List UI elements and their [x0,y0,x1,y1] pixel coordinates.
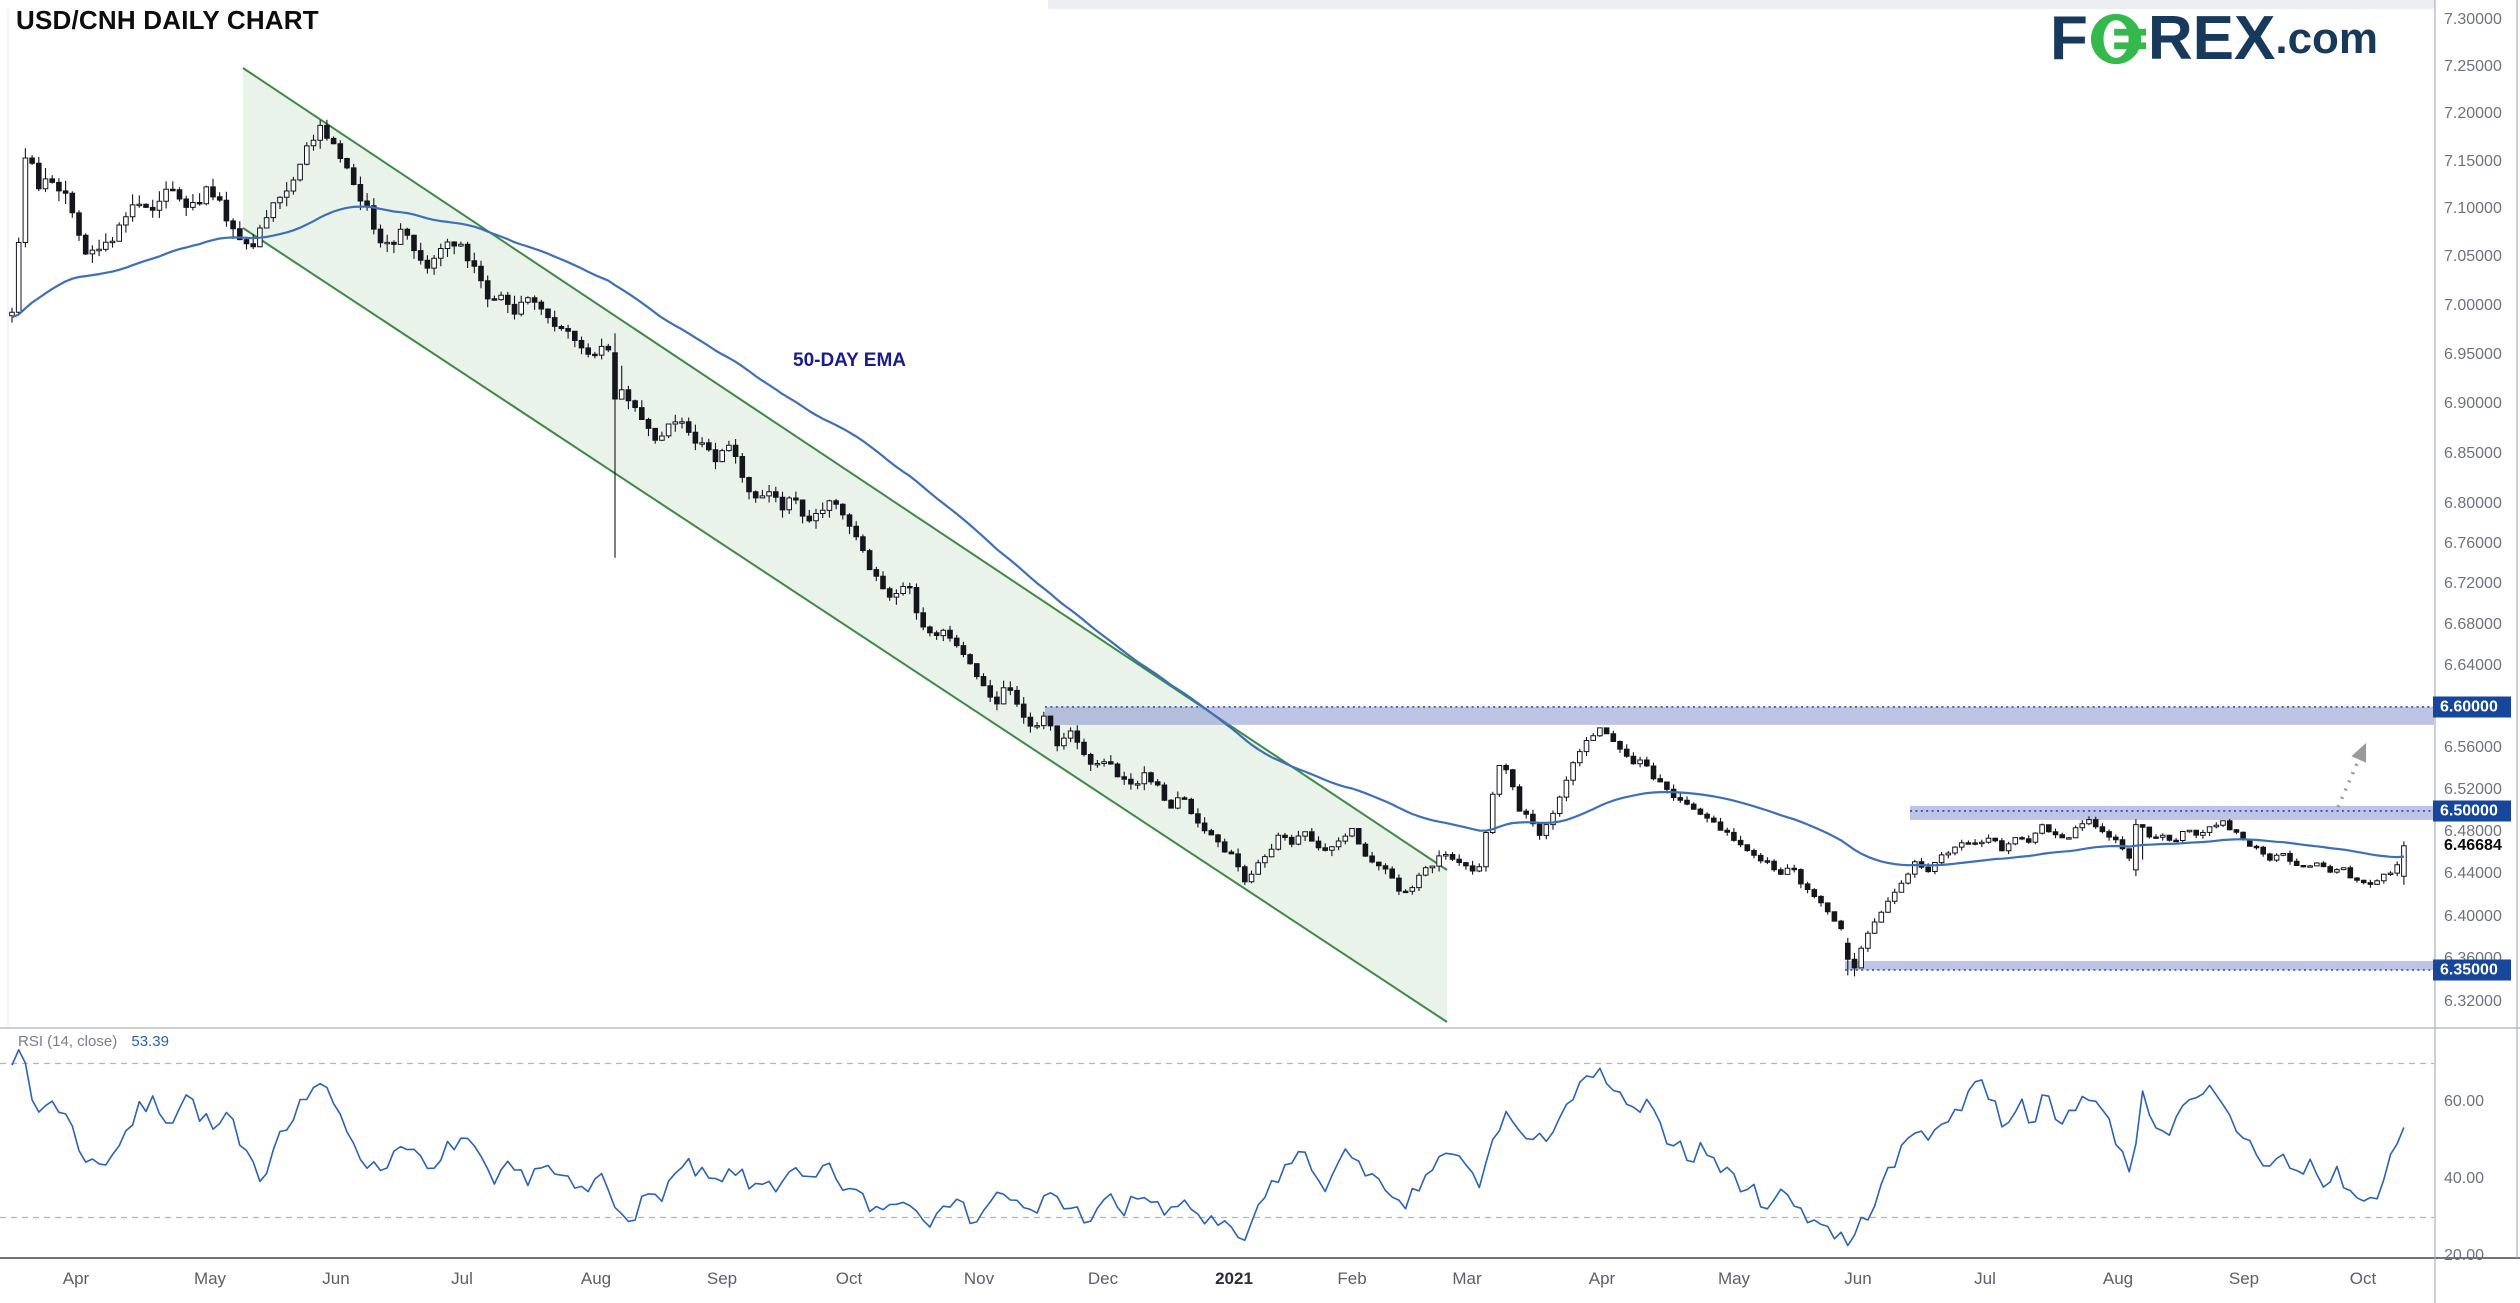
time-tick-label: Aug [580,1269,612,1288]
time-tick-label: Jun [1844,1269,1872,1288]
price-tick-label: 6.76000 [2444,534,2502,552]
projection-arrow-shaft[interactable] [2336,755,2362,808]
price-tick-label: 7.25000 [2444,57,2502,75]
level-band-6.35000 [1845,961,2434,970]
price-tick-label: 7.10000 [2444,200,2502,218]
ema-line[interactable] [11,205,2404,867]
price-tick-label: 7.05000 [2444,248,2502,266]
projection-arrow-head [2351,743,2367,763]
price-tick-label: 7.15000 [2444,152,2502,170]
price-tick-label: 6.56000 [2444,739,2502,757]
level-price-badge: 6.35000 [2433,959,2511,981]
logo-letters-rex: REX [2147,4,2276,73]
ema-annotation-label: 50-DAY EMA [793,350,906,371]
price-tick-label: 6.90000 [2444,395,2502,412]
time-tick-label: Nov [963,1269,995,1288]
time-tick-label: May [1717,1269,1751,1288]
price-tick-label: 6.40000 [2444,907,2502,925]
price-tick-label: 6.64000 [2444,656,2502,674]
level-price-badge: 6.50000 [2433,800,2511,822]
time-tick-label: Aug [2102,1269,2134,1288]
chart-title: USD/CNH DAILY CHART [16,5,319,35]
price-tick-label: 6.44000 [2444,865,2502,883]
forex-logo[interactable]: F REX .com [2050,4,2379,73]
rsi-line [11,1049,2405,1247]
trend-channel-fill [243,68,1447,1022]
time-tick-label: Jul [451,1269,473,1288]
price-tick-label: 7.30000 [2444,11,2502,28]
time-tick-label: Apr [62,1269,90,1288]
top-strip [1048,0,2435,9]
trend-channel-lower-line[interactable] [242,227,1448,1023]
level-band-6.60000 [1045,706,2434,725]
time-tick-label: Dec [1087,1269,1119,1288]
logo-letter-f: F [2050,4,2088,73]
time-tick-label: Sep [2228,1269,2260,1288]
rsi-tick-label: 20.00 [2444,1247,2485,1264]
rsi-panel[interactable] [0,1049,2435,1247]
rsi-value: 53.39 [131,1033,169,1050]
price-tick-label: 6.80000 [2444,494,2502,512]
price-tick-label: 6.85000 [2444,444,2502,462]
time-tick-label: Jul [1974,1269,1996,1288]
rsi-indicator-label: RSI (14, close) [18,1033,118,1050]
price-tick-label: 6.48000 [2444,822,2502,840]
price-panel[interactable] [9,67,2435,1023]
rsi-tick-label: 40.00 [2444,1170,2485,1187]
level-price-badge: 6.60000 [2433,696,2511,718]
rsi-legend: RSI (14, close) 53.39 [18,1033,169,1050]
price-tick-label: 6.52000 [2444,781,2502,798]
time-tick-label: May [193,1269,227,1288]
time-tick-label: Oct [835,1269,863,1288]
rsi-tick-label: 60.00 [2444,1093,2485,1110]
price-tick-label: 7.00000 [2444,296,2502,314]
time-tick-label: Oct [2349,1269,2377,1288]
price-tick-label: 6.72000 [2444,575,2502,593]
logo-o-icon [2089,10,2147,68]
logo-com-suffix: .com [2275,14,2379,63]
current-price-label: 6.46684 [2444,836,2502,854]
time-tick-label: 2021 [1215,1269,1253,1288]
time-tick-label: Apr [1588,1269,1616,1288]
time-tick-label: Jun [322,1269,350,1288]
level-band-6.50000 [1910,805,2434,820]
price-tick-label: 6.68000 [2444,615,2502,633]
time-tick-label: Mar [1452,1269,1482,1288]
candles-down [29,124,2374,969]
trend-channel-upper-line[interactable] [242,67,1448,871]
time-tick-label: Feb [1337,1269,1367,1288]
time-tick-label: Sep [706,1269,738,1288]
price-tick-label: 7.20000 [2444,105,2502,122]
price-tick-label: 6.95000 [2444,345,2502,363]
price-tick-label: 6.32000 [2444,993,2502,1011]
